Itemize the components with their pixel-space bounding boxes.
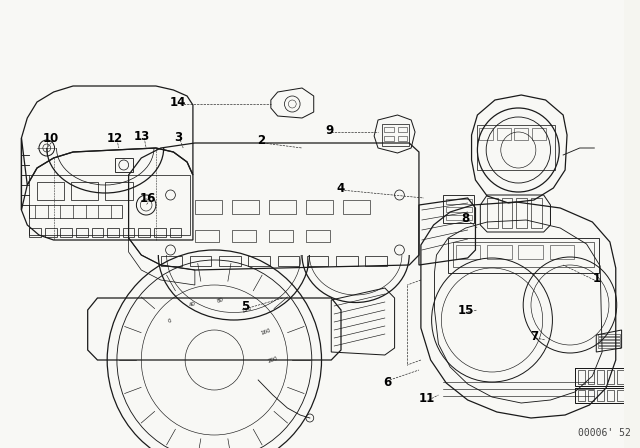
Bar: [636, 370, 640, 384]
Bar: [384, 127, 394, 132]
Bar: [115, 158, 132, 172]
Text: 00006' 52: 00006' 52: [578, 428, 630, 438]
Bar: [607, 390, 614, 401]
Bar: [92, 228, 103, 237]
Bar: [588, 390, 595, 401]
Bar: [477, 125, 556, 170]
Bar: [453, 242, 595, 267]
Bar: [550, 245, 574, 259]
Bar: [306, 200, 333, 214]
Bar: [269, 200, 296, 214]
Bar: [502, 198, 513, 228]
Bar: [446, 215, 472, 220]
Bar: [232, 200, 259, 214]
Bar: [161, 256, 182, 266]
Bar: [138, 228, 150, 237]
Bar: [382, 124, 409, 146]
Bar: [531, 198, 541, 228]
Bar: [195, 230, 220, 242]
Text: 6: 6: [383, 375, 392, 388]
Bar: [107, 228, 119, 237]
Bar: [588, 370, 595, 384]
Bar: [479, 128, 493, 140]
Text: 120: 120: [241, 306, 253, 314]
Bar: [307, 256, 328, 266]
Bar: [60, 228, 72, 237]
Bar: [446, 207, 472, 212]
Bar: [232, 230, 256, 242]
Bar: [278, 256, 299, 266]
Text: 80: 80: [216, 297, 225, 304]
Text: 40: 40: [188, 301, 196, 308]
Bar: [448, 238, 599, 273]
Bar: [617, 370, 623, 384]
Bar: [343, 200, 370, 214]
Bar: [515, 128, 528, 140]
Bar: [497, 128, 511, 140]
Text: 9: 9: [325, 124, 333, 137]
Bar: [598, 334, 620, 336]
Bar: [444, 195, 474, 223]
Bar: [578, 390, 584, 401]
Bar: [578, 370, 584, 384]
Bar: [397, 127, 407, 132]
Text: 1: 1: [592, 271, 600, 284]
Bar: [29, 228, 41, 237]
Text: 12: 12: [107, 132, 123, 145]
Bar: [37, 182, 64, 200]
Bar: [170, 228, 181, 237]
Text: 10: 10: [42, 132, 59, 145]
Bar: [518, 245, 543, 259]
Bar: [617, 390, 623, 401]
Bar: [598, 346, 620, 348]
Bar: [45, 228, 56, 237]
Bar: [397, 136, 407, 141]
Text: 4: 4: [337, 181, 345, 194]
Bar: [190, 256, 211, 266]
Bar: [71, 182, 99, 200]
Bar: [365, 256, 387, 266]
Bar: [598, 337, 620, 339]
Bar: [627, 390, 634, 401]
Text: 7: 7: [530, 329, 538, 343]
Bar: [336, 256, 358, 266]
Bar: [306, 230, 330, 242]
Text: 16: 16: [140, 191, 156, 204]
Bar: [456, 245, 481, 259]
Bar: [195, 200, 222, 214]
Bar: [446, 199, 472, 204]
Bar: [607, 370, 614, 384]
Bar: [636, 390, 640, 401]
Bar: [597, 370, 604, 384]
Bar: [532, 128, 546, 140]
Text: 200: 200: [267, 356, 278, 364]
Text: 2: 2: [257, 134, 265, 146]
Bar: [384, 136, 394, 141]
Bar: [575, 388, 640, 403]
Text: 15: 15: [458, 303, 474, 316]
Text: 14: 14: [170, 95, 186, 108]
Bar: [516, 198, 527, 228]
Text: 11: 11: [419, 392, 435, 405]
Bar: [105, 182, 132, 200]
Text: 5: 5: [241, 300, 250, 313]
Bar: [487, 198, 498, 228]
Text: 3: 3: [174, 130, 182, 143]
Text: 8: 8: [461, 211, 470, 224]
Text: 0: 0: [167, 319, 172, 324]
Bar: [597, 390, 604, 401]
Bar: [487, 245, 511, 259]
Bar: [598, 343, 620, 345]
Bar: [220, 256, 241, 266]
Bar: [269, 230, 293, 242]
Bar: [76, 228, 88, 237]
Text: 160: 160: [260, 327, 272, 336]
Bar: [598, 340, 620, 342]
Bar: [123, 228, 134, 237]
Text: 13: 13: [134, 129, 150, 142]
Bar: [575, 368, 640, 386]
Bar: [154, 228, 166, 237]
Bar: [248, 256, 270, 266]
Bar: [627, 370, 634, 384]
